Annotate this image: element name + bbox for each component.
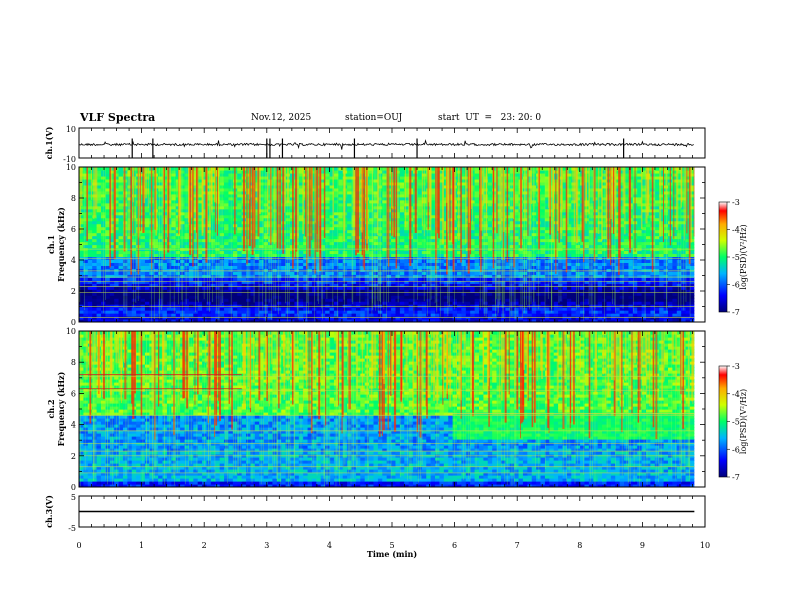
colorbar: [718, 201, 728, 313]
colorbar: [718, 365, 728, 478]
colorbar-tick-label: -4: [732, 390, 740, 399]
spectrogram-ch1: [79, 167, 695, 322]
y-tick-label: 4: [71, 421, 76, 430]
colorbar-label: log(PSD)(V²/Hz): [739, 224, 748, 289]
start-time-label: start UT = 23: 20: 0: [438, 113, 542, 123]
colorbar-tick-label: -4: [732, 226, 740, 235]
y-axis-label: Frequency (kHz): [56, 207, 66, 282]
y-axis-label: Frequency (kHz): [56, 371, 66, 446]
x-tick-label: 7: [515, 541, 520, 550]
x-tick-label: 1: [139, 541, 144, 550]
panel-1: ch.1(V): [44, 126, 706, 159]
colorbar-tick-label: -6: [732, 445, 740, 454]
y-tick-label: -5: [68, 524, 76, 533]
colorbar-tick-label: -5: [732, 253, 740, 262]
x-tick-label: 4: [327, 541, 332, 550]
ch1-waveform: [78, 139, 694, 150]
colorbar-tick-label: -7: [732, 308, 740, 317]
y-axis-label: ch.1: [46, 235, 56, 254]
y-axis-label: ch.1(V): [44, 126, 54, 159]
y-tick-label: 8: [71, 358, 76, 367]
y-tick-label: 4: [71, 256, 76, 265]
y-tick-label: 10: [66, 125, 76, 134]
x-tick-label: 5: [389, 541, 394, 550]
y-tick-label: 6: [71, 389, 76, 398]
colorbar-tick-label: -5: [732, 418, 740, 427]
station-label: station=OUJ: [345, 113, 403, 123]
y-tick-label: 2: [71, 287, 76, 296]
colorbar-tick-label: -7: [732, 473, 740, 482]
y-axis-label: ch.2: [46, 399, 56, 418]
x-tick-label: 9: [640, 541, 645, 550]
spectrogram-ch2: [79, 331, 695, 487]
y-tick-label: 6: [71, 225, 76, 234]
x-tick-label: 3: [264, 541, 269, 550]
y-axis-label: ch.3(V): [44, 495, 54, 528]
colorbar-tick-label: -3: [732, 198, 740, 207]
x-tick-label: 6: [452, 541, 457, 550]
y-tick-label: -10: [63, 155, 76, 164]
y-tick-label: 0: [71, 318, 76, 327]
figure-title: VLF Spectra: [80, 111, 156, 124]
y-tick-label: 10: [66, 327, 76, 336]
panel-2: -3 -4 -5 -6 -7 log(PSD)(V²/Hz) ch.1 Frequency (…: [46, 166, 748, 323]
y-tick-label: 5: [71, 493, 76, 502]
colorbar-tick-label: -6: [732, 281, 740, 290]
y-tick-label: 0: [71, 483, 76, 492]
y-tick-label: 10: [66, 163, 76, 172]
colorbar-label: log(PSD)(V²/Hz): [739, 389, 748, 454]
x-tick-label: 0: [76, 541, 81, 550]
panel-4: ch.3(V): [44, 495, 706, 528]
panel-3: -3 -4 -5 -6 -7 log(PSD)(V²/Hz) ch.2 Frequency (…: [46, 330, 748, 488]
colorbar-tick-label: -3: [732, 362, 740, 371]
y-tick-label: 8: [71, 194, 76, 203]
x-tick-label: 2: [202, 541, 207, 550]
y-tick-label: 2: [71, 452, 76, 461]
x-axis-label: Time (min): [367, 549, 417, 559]
x-tick-label: 8: [577, 541, 582, 550]
date-label: Nov.12, 2025: [251, 113, 312, 123]
x-tick-label: 10: [700, 541, 710, 550]
